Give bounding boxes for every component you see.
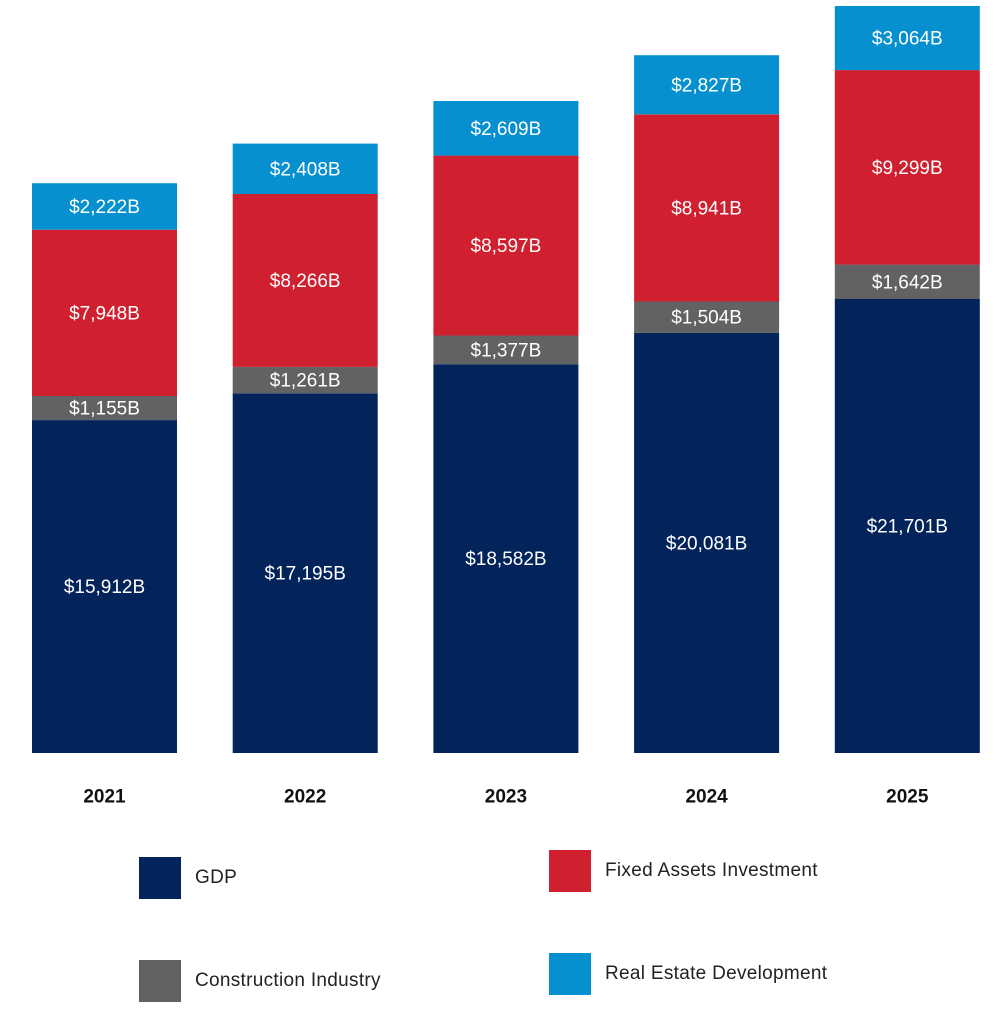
bar-segment-fixed-assets-investment-2024 [634,114,780,302]
bar-segment-fixed-assets-investment-2021 [32,229,177,396]
x-tick-label-2021: 2021 [83,787,126,808]
x-tick-label-2025: 2025 [886,787,929,808]
data-label-real-estate-development-2022: $2,408B [270,159,341,180]
data-label-construction-industry-2025: $1,642B [872,272,943,293]
bar-segment-real-estate-development-2023 [433,101,579,156]
data-label-construction-industry-2023: $1,377B [471,340,542,361]
x-axis-tick-labels: 2021 2022 2023 2024 2025 [83,787,929,808]
x-tick-label-2022: 2022 [284,787,326,808]
data-label-construction-industry-2022: $1,261B [270,371,341,392]
bar-segment-construction-industry-2024 [634,301,780,333]
bar-segment-construction-industry-2023 [433,335,579,365]
data-label-gdp-2023: $18,582B [465,549,546,570]
bar-segment-construction-industry-2022 [232,366,378,394]
data-label-gdp-2024: $20,081B [666,533,747,554]
bar-segment-real-estate-development-2025 [834,6,980,71]
bar-segment-gdp-2025 [834,299,980,753]
bar-segment-gdp-2024 [634,332,780,753]
data-label-fixed-assets-investment-2022: $8,266B [270,271,341,292]
bar-segment-gdp-2023 [433,364,579,753]
data-label-construction-industry-2021: $1,155B [69,399,140,420]
x-tick-label-2023: 2023 [485,787,527,808]
bar-segment-fixed-assets-investment-2025 [834,70,980,265]
data-label-real-estate-development-2024: $2,827B [671,75,742,96]
data-label-construction-industry-2024: $1,504B [671,308,742,329]
bar-segment-real-estate-development-2021 [32,183,177,230]
bar-segment-gdp-2021 [32,420,177,753]
data-label-fixed-assets-investment-2025: $9,299B [872,158,943,179]
bar-segment-fixed-assets-investment-2023 [433,155,579,336]
data-label-real-estate-development-2023: $2,609B [471,119,542,140]
bar-segment-construction-industry-2025 [834,264,980,299]
bars-group [32,6,980,753]
bar-segment-gdp-2022 [232,393,378,753]
bar-segment-construction-industry-2021 [32,395,177,421]
data-label-fixed-assets-investment-2023: $8,597B [471,236,542,257]
bar-segment-real-estate-development-2024 [634,55,780,115]
bar-segment-real-estate-development-2022 [232,143,378,194]
x-tick-label-2024: 2024 [685,787,728,808]
data-label-gdp-2022: $17,195B [265,564,346,585]
data-label-real-estate-development-2025: $3,064B [872,29,943,50]
data-label-fixed-assets-investment-2024: $8,941B [671,198,742,219]
data-label-real-estate-development-2021: $2,222B [69,197,140,218]
segment-labels-group: $15,912B $1,155B $7,948B $2,222B $17,195B $1,… [64,29,948,598]
data-label-fixed-assets-investment-2021: $7,948B [69,303,140,324]
data-label-gdp-2025: $21,701B [867,517,948,538]
data-label-gdp-2021: $15,912B [64,577,145,598]
bar-segment-fixed-assets-investment-2022 [232,194,378,367]
